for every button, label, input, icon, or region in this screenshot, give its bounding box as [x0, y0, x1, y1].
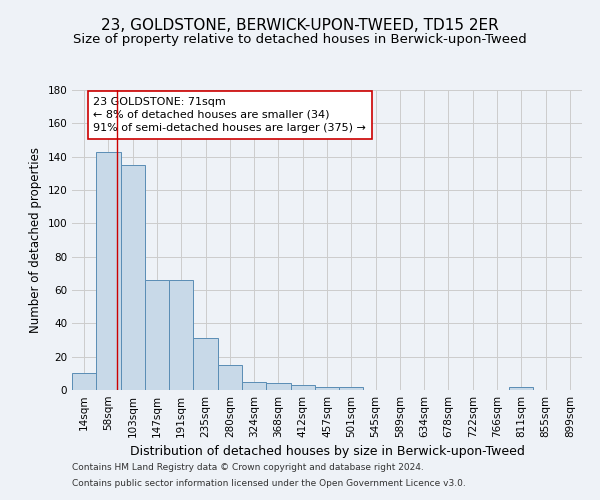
Text: Size of property relative to detached houses in Berwick-upon-Tweed: Size of property relative to detached ho…: [73, 32, 527, 46]
Bar: [339, 386, 364, 390]
Bar: [242, 382, 266, 390]
Bar: [72, 374, 96, 390]
Y-axis label: Number of detached properties: Number of detached properties: [29, 147, 42, 333]
Bar: [290, 385, 315, 390]
Bar: [509, 386, 533, 390]
Text: Contains public sector information licensed under the Open Government Licence v3: Contains public sector information licen…: [72, 478, 466, 488]
Text: 23, GOLDSTONE, BERWICK-UPON-TWEED, TD15 2ER: 23, GOLDSTONE, BERWICK-UPON-TWEED, TD15 …: [101, 18, 499, 32]
Bar: [145, 280, 169, 390]
Text: 23 GOLDSTONE: 71sqm
← 8% of detached houses are smaller (34)
91% of semi-detache: 23 GOLDSTONE: 71sqm ← 8% of detached hou…: [94, 96, 366, 133]
Bar: [193, 338, 218, 390]
X-axis label: Distribution of detached houses by size in Berwick-upon-Tweed: Distribution of detached houses by size …: [130, 446, 524, 458]
Bar: [266, 384, 290, 390]
Bar: [315, 386, 339, 390]
Text: Contains HM Land Registry data © Crown copyright and database right 2024.: Contains HM Land Registry data © Crown c…: [72, 464, 424, 472]
Bar: [169, 280, 193, 390]
Bar: [121, 165, 145, 390]
Bar: [96, 152, 121, 390]
Bar: [218, 365, 242, 390]
